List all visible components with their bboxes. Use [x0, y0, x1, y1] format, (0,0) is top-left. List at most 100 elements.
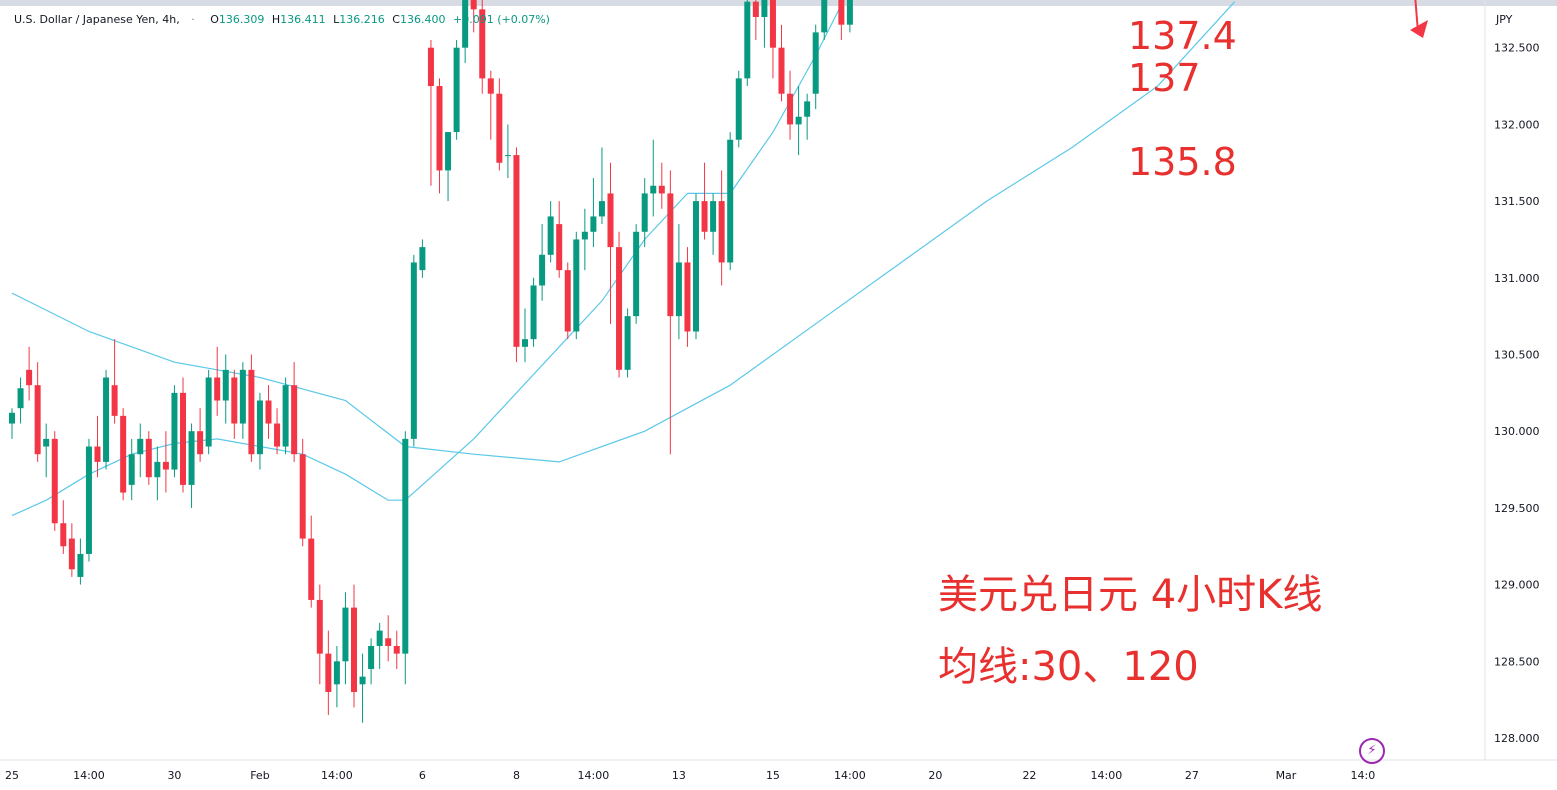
candle-body: [154, 461, 161, 478]
price-tick-label: 130.500: [1494, 349, 1540, 362]
candle-body: [316, 599, 323, 654]
time-tick-label: 30: [167, 769, 181, 782]
price-tick-label: 131.000: [1494, 272, 1540, 285]
candle-body: [522, 339, 528, 347]
close-value: 136.400: [399, 13, 446, 26]
candle-body: [291, 385, 298, 455]
candle-body: [205, 377, 212, 447]
lightning-icon[interactable]: ⚡: [1359, 738, 1385, 764]
candle-body: [624, 316, 631, 370]
price-axis[interactable]: JPY 128.000 128.500 129.000 129.500 130.000 13…: [1488, 0, 1546, 745]
candle-body: [34, 385, 41, 455]
candle-body: [368, 645, 375, 669]
moving-averages: [11, 0, 1236, 517]
candle-body: [26, 369, 33, 386]
candle-body: [590, 216, 597, 232]
candle-body: [402, 438, 409, 654]
price-tick-label: 128.500: [1494, 655, 1540, 668]
candle-body: [778, 47, 785, 94]
candle-body: [436, 86, 443, 171]
candle-body: [120, 415, 127, 493]
candle-body: [445, 132, 452, 171]
candle-body: [248, 369, 255, 455]
candle-body: [265, 400, 272, 424]
candle-body: [607, 193, 614, 248]
candle-body: [77, 553, 84, 577]
candle-body: [103, 377, 110, 462]
candle-body: [308, 538, 315, 600]
candle-body: [85, 446, 92, 554]
high-label: H: [271, 13, 281, 26]
time-tick-label: 20: [928, 769, 942, 782]
open-value: 136.309: [218, 13, 265, 26]
candle-body: [214, 377, 221, 401]
candle-body: [197, 431, 204, 455]
candle-body: [846, 0, 853, 25]
arrow-head: [1410, 20, 1428, 38]
low-label: L: [333, 13, 340, 26]
symbol-label[interactable]: U.S. Dollar / Japanese Yen, 4h,: [14, 13, 180, 26]
arrow-shaft: [1414, 0, 1419, 33]
price-tick-label: 128.000: [1494, 732, 1540, 745]
price-tick-label: 130.000: [1494, 425, 1540, 438]
candles: [9, 0, 853, 723]
time-tick-label: 14:00: [834, 769, 866, 782]
high-value: 136.411: [280, 13, 326, 26]
candle-body: [9, 412, 15, 424]
candle-body: [479, 9, 486, 79]
candle-body: [504, 155, 511, 157]
candle-body: [769, 0, 776, 48]
time-axis[interactable]: 25 14:00 30 Feb 14:00 6 8 14:00 13 15 14:00 20 22 14:…: [5, 769, 1375, 782]
time-tick-label: 14:00: [321, 769, 353, 782]
candle-body: [667, 193, 674, 317]
candle-body: [539, 254, 546, 286]
candle-body: [359, 676, 366, 685]
candle-body: [761, 0, 768, 18]
candle-body: [564, 270, 571, 332]
ma-line-ma30: [11, 0, 845, 517]
candle-body: [351, 607, 357, 692]
candle-body: [188, 431, 195, 485]
candle-body: [812, 32, 819, 94]
candle-body: [427, 47, 434, 87]
candle-body: [43, 438, 50, 447]
candle-body: [385, 638, 392, 646]
candle-body: [222, 369, 229, 401]
candle-body: [598, 201, 605, 217]
candle-body: [231, 377, 238, 424]
candle-body: [410, 262, 417, 439]
time-tick-label: 13: [672, 769, 686, 782]
candle-body: [470, 0, 477, 10]
candle-body: [137, 438, 144, 455]
time-tick-label: 14:00: [73, 769, 105, 782]
chart-caption-ma: 均线:30、120: [938, 644, 1199, 690]
candle-body: [581, 231, 588, 240]
currency-label: JPY: [1495, 13, 1513, 26]
candle-body: [94, 446, 101, 462]
price-tick-label: 129.000: [1494, 579, 1540, 592]
candle-body: [496, 93, 503, 163]
grid: [0, 0, 1557, 761]
candle-body: [684, 262, 691, 332]
candle-body: [513, 155, 520, 347]
candle-body: [675, 262, 682, 317]
price-tick-label: 129.500: [1494, 502, 1540, 515]
candle-body: [795, 116, 802, 125]
annotation-137-4: 137.4: [1128, 14, 1237, 58]
candle-body: [658, 185, 665, 194]
time-tick-label: 14:0: [1351, 769, 1376, 782]
close-label: C: [392, 13, 400, 26]
candle-body: [462, 0, 469, 48]
time-tick-label: 8: [513, 769, 520, 782]
annotation-135-8: 135.8: [1128, 140, 1237, 184]
candle-body: [718, 201, 725, 263]
candle-body: [838, 0, 845, 25]
top-border: [0, 0, 1557, 6]
candle-body: [701, 201, 708, 232]
candle-body: [239, 369, 246, 424]
candle-body: [616, 247, 623, 370]
candle-body: [342, 607, 349, 662]
time-tick-label: Mar: [1276, 769, 1297, 782]
candle-body: [171, 392, 178, 470]
